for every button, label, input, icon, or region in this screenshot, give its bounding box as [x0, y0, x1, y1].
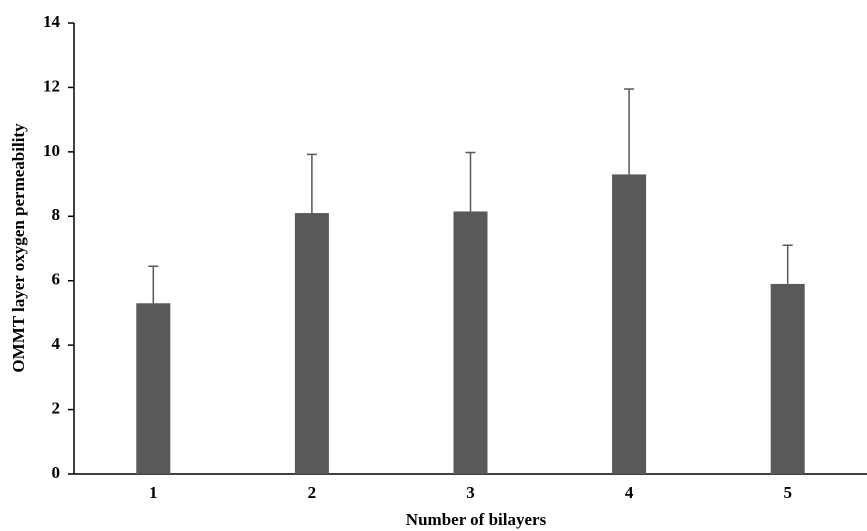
- y-tick-label: 2: [52, 398, 61, 417]
- error-bar: [782, 244, 793, 284]
- y-tick-label: 12: [43, 76, 60, 95]
- y-axis-title: OMMT layer oxygen permeability: [9, 123, 28, 373]
- x-tick-label: 2: [308, 483, 317, 502]
- x-tick-label: 1: [149, 483, 158, 502]
- y-tick-label: 14: [43, 12, 61, 31]
- error-bar: [306, 153, 317, 214]
- x-tick-label: 3: [466, 483, 475, 502]
- x-tick-label: 4: [625, 483, 634, 502]
- y-tick-label: 0: [52, 463, 61, 482]
- error-bar: [624, 88, 635, 175]
- bar: [136, 303, 171, 474]
- error-bar: [148, 265, 159, 304]
- bar: [294, 213, 329, 475]
- bar: [770, 283, 805, 474]
- y-tick-label: 6: [52, 270, 61, 289]
- x-tick-label: 5: [783, 483, 792, 502]
- y-tick-label: 10: [43, 141, 60, 160]
- bar: [453, 211, 488, 475]
- bar: [612, 174, 647, 474]
- y-tick-label: 4: [52, 334, 61, 353]
- error-bar: [465, 151, 476, 212]
- x-axis-title: Number of bilayers: [406, 510, 547, 529]
- y-tick-label: 8: [52, 205, 61, 224]
